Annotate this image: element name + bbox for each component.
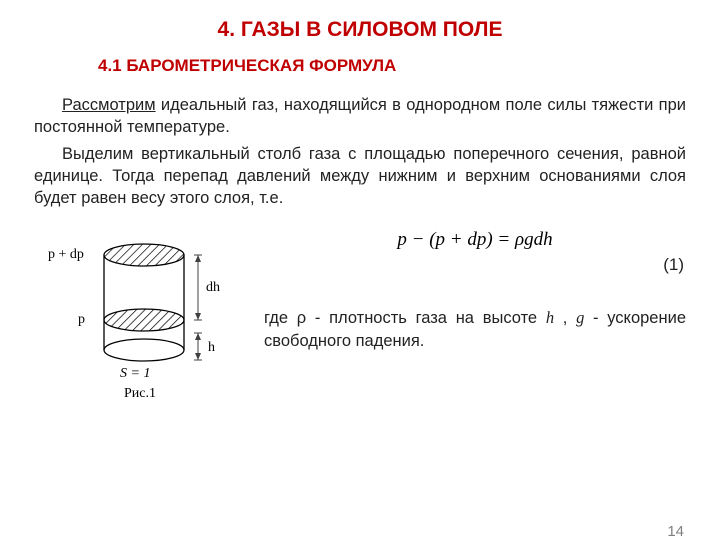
figure-1: dh h p + dp p S = 1 Рис.1 — [34, 225, 244, 405]
explain-pre: где ρ - плотность газа на высоте — [264, 309, 546, 327]
paragraph-1: Рассмотрим идеальный газ, находящийся в … — [34, 94, 686, 139]
explain-h: h — [546, 308, 554, 327]
label-p-plus-dp: p + dp — [48, 247, 84, 262]
explain-mid: , — [554, 309, 576, 327]
equation-number: (1) — [264, 255, 686, 275]
page-number: 14 — [667, 523, 684, 540]
body-text: Рассмотрим идеальный газ, находящийся в … — [34, 94, 686, 209]
para1-lead: Рассмотрим — [62, 96, 156, 114]
chapter-title: 4. ГАЗЫ В СИЛОВОМ ПОЛЕ — [0, 18, 720, 42]
section-title: 4.1 БАРОМЕТРИЧЕСКАЯ ФОРМУЛА — [98, 56, 720, 76]
label-s: S = 1 — [120, 366, 150, 381]
content-row: dh h p + dp p S = 1 Рис.1 p − (p + dp) =… — [34, 225, 686, 405]
figure-column: dh h p + dp p S = 1 Рис.1 — [34, 225, 244, 405]
equation-column: p − (p + dp) = ρgdh (1) где ρ - плотност… — [244, 225, 686, 352]
label-dh: dh — [206, 280, 220, 295]
paragraph-2: Выделим вертикальный столб газа с площад… — [34, 143, 686, 210]
figure-caption: Рис.1 — [124, 386, 156, 401]
label-p: p — [78, 312, 85, 327]
equation-1: p − (p + dp) = ρgdh — [264, 229, 686, 251]
explanation: где ρ - плотность газа на высоте h , g -… — [264, 307, 686, 352]
label-h: h — [208, 340, 215, 355]
